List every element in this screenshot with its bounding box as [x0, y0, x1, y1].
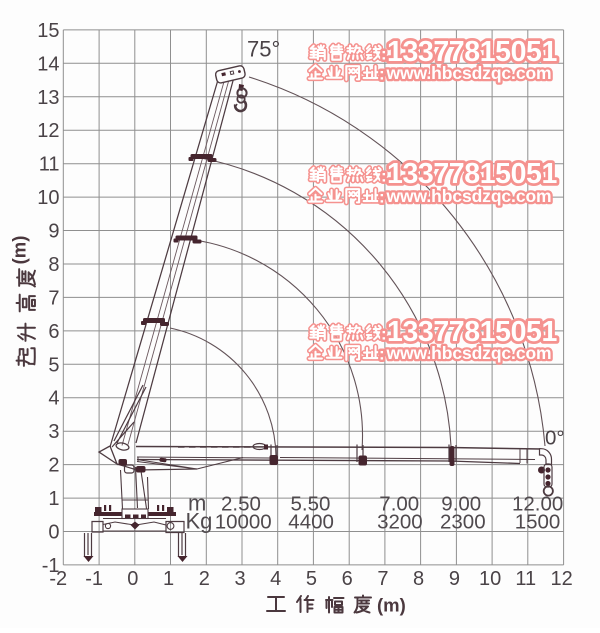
svg-text:13377815051: 13377815051 [387, 158, 558, 190]
svg-text:3: 3 [234, 568, 245, 590]
svg-text:6: 6 [342, 568, 353, 590]
svg-text:2: 2 [199, 568, 210, 590]
svg-text:10000: 10000 [215, 511, 272, 534]
svg-text:14: 14 [37, 53, 59, 75]
svg-text:11: 11 [39, 154, 60, 176]
svg-text:13: 13 [37, 87, 59, 109]
svg-text::: : [381, 45, 387, 64]
svg-text:3200: 3200 [377, 511, 423, 534]
svg-text:9.00: 9.00 [441, 493, 481, 516]
svg-text:12.00: 12.00 [512, 493, 563, 516]
svg-text:4: 4 [270, 568, 281, 590]
svg-text:12: 12 [37, 120, 59, 142]
svg-text:www.hbcsdzqc.com: www.hbcsdzqc.com [386, 186, 552, 206]
svg-text:15: 15 [37, 20, 59, 42]
svg-text:11: 11 [515, 568, 536, 590]
svg-text::: : [379, 65, 385, 84]
svg-text:7.00: 7.00 [379, 493, 419, 516]
svg-text:0°: 0° [545, 427, 565, 450]
svg-text::: : [381, 325, 387, 344]
svg-text::: : [381, 167, 387, 186]
svg-text:2: 2 [48, 455, 59, 477]
svg-text:4400: 4400 [288, 511, 334, 534]
svg-text:0: 0 [48, 522, 59, 544]
svg-text:75°: 75° [247, 37, 280, 62]
svg-text::: : [379, 345, 385, 364]
svg-text:m: m [188, 491, 206, 516]
svg-text:-1: -1 [85, 568, 103, 590]
svg-text:1: 1 [163, 568, 174, 590]
svg-text:5: 5 [48, 354, 59, 376]
svg-text:(m): (m) [377, 595, 406, 616]
svg-text:13377815051: 13377815051 [387, 316, 558, 348]
svg-text:10: 10 [479, 568, 501, 590]
svg-text:12: 12 [550, 568, 572, 590]
svg-text:13377815051: 13377815051 [387, 36, 558, 68]
svg-text:www.hbcsdzqc.com: www.hbcsdzqc.com [386, 343, 552, 363]
svg-text:7: 7 [48, 287, 59, 309]
svg-text:10: 10 [37, 187, 59, 209]
svg-text:0: 0 [127, 568, 138, 590]
svg-text:5: 5 [306, 568, 317, 590]
svg-text:8: 8 [48, 254, 59, 276]
svg-text:4: 4 [48, 388, 59, 410]
svg-text:3: 3 [48, 421, 59, 443]
svg-text::: : [379, 188, 385, 207]
svg-text:9: 9 [449, 568, 460, 590]
svg-text:2.50: 2.50 [221, 493, 261, 516]
svg-text:6: 6 [48, 321, 59, 343]
svg-text:-1: -1 [42, 555, 60, 577]
svg-text:5.50: 5.50 [291, 493, 331, 516]
svg-text:Kg: Kg [186, 509, 213, 534]
svg-text:2300: 2300 [440, 511, 486, 534]
svg-text:(m): (m) [9, 236, 30, 265]
svg-text:1500: 1500 [515, 511, 561, 534]
svg-text:8: 8 [413, 568, 424, 590]
svg-text:7: 7 [377, 568, 388, 590]
svg-text:www.hbcsdzqc.com: www.hbcsdzqc.com [386, 63, 552, 83]
svg-text:1: 1 [48, 488, 59, 510]
svg-text:9: 9 [48, 221, 59, 243]
svg-text:-2: -2 [49, 568, 67, 590]
